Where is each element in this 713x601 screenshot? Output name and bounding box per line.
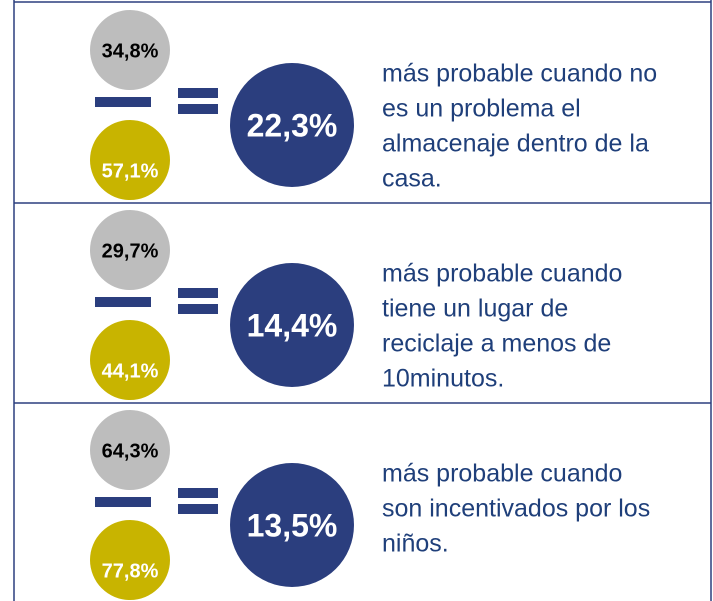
top-circle <box>90 410 170 490</box>
top-circle <box>90 10 170 90</box>
minus-sign <box>95 97 151 107</box>
bottom-value: 57,1% <box>102 160 159 182</box>
bottom-circle <box>90 320 170 400</box>
equals-bar <box>178 488 218 498</box>
description-line: tiene un lugar de <box>382 295 568 323</box>
description-line: almacenaje dentro de la <box>382 130 649 158</box>
bottom-value: 77,8% <box>102 560 159 582</box>
bottom-value: 44,1% <box>102 360 159 382</box>
equals-bar <box>178 504 218 514</box>
top-value: 34,8% <box>102 40 159 62</box>
description-line: niños. <box>382 530 449 558</box>
description-line: es un problema el <box>382 95 581 123</box>
description-line: casa. <box>382 165 442 193</box>
bottom-circle <box>90 520 170 600</box>
description-line: más probable cuando <box>382 460 622 488</box>
top-circle <box>90 210 170 290</box>
description-line: más probable cuando no <box>382 60 657 88</box>
equals-bar <box>178 88 218 98</box>
description-line: más probable cuando <box>382 260 622 288</box>
result-circle <box>230 463 354 587</box>
result-value: 14,4% <box>247 307 338 343</box>
equals-bar <box>178 288 218 298</box>
top-value: 29,7% <box>102 240 159 262</box>
result-value: 22,3% <box>247 107 338 143</box>
equals-bar <box>178 304 218 314</box>
minus-sign <box>95 297 151 307</box>
bottom-circle <box>90 120 170 200</box>
description-line: reciclaje a menos de <box>382 330 611 358</box>
minus-sign <box>95 497 151 507</box>
result-circle <box>230 263 354 387</box>
equals-bar <box>178 104 218 114</box>
result-value: 13,5% <box>247 507 338 543</box>
description-line: son incentivados por los <box>382 495 650 523</box>
description-line: 10minutos. <box>382 365 504 393</box>
result-circle <box>230 63 354 187</box>
top-value: 64,3% <box>102 440 159 462</box>
